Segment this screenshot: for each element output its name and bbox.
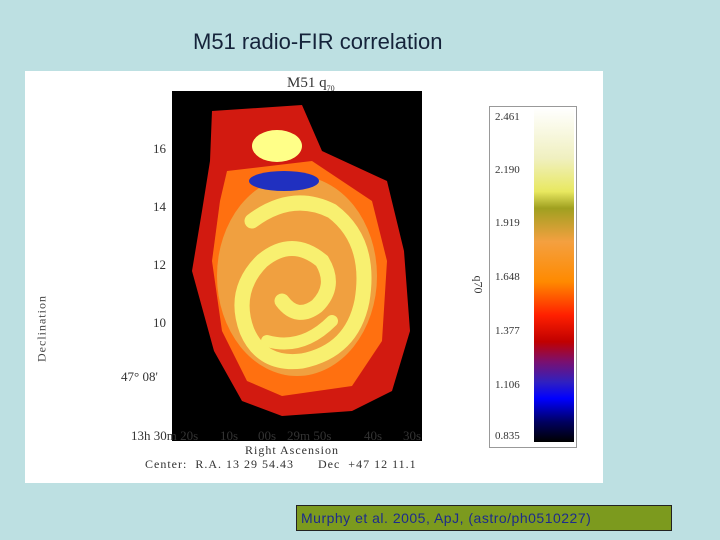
y-axis-label: Declination [34,295,49,362]
colorbar-tick: 1.919 [495,217,520,229]
x-tick: 13h 30m 20s [131,428,199,443]
figure-title-main: M51 [287,75,316,91]
x-axis-label: Right Ascension [245,443,340,457]
y-tick: 14 [153,199,166,214]
colorbar-tick: 2.461 [495,111,520,123]
center-coordinates: Center: R.A. 13 29 54.43 Dec +47 12 11.1 [145,457,417,471]
y-tick: 16 [153,141,166,156]
colorbar-label: q70 [471,275,486,294]
x-tick: 00s [258,428,277,443]
colorbar-tick: 1.106 [495,379,520,391]
y-tick: 10 [153,315,166,330]
x-tick: 30s [403,428,422,443]
y-tick: 12 [153,257,166,272]
colorbar-tick: 0.835 [495,430,520,442]
figure-panel: M51 q70 Declination 16 14 12 10 47° 08' … [25,71,603,483]
x-tick: 40s [364,428,383,443]
colorbar-tick: 1.648 [495,271,520,283]
y-tick: 47° 08' [121,369,158,384]
slide-title: M51 radio-FIR correlation [193,29,443,54]
colorbar [534,108,574,442]
x-tick: 29m 50s [287,428,332,443]
colorbar-tick: 1.377 [495,325,520,337]
figure-title-q: q [319,75,327,91]
x-tick: 10s [220,428,239,443]
citation-box: Murphy et al. 2005, ApJ, (astro/ph051022… [296,505,672,531]
figure-title: M51 q70 [287,75,335,93]
colorbar-tick: 2.190 [495,164,520,176]
figure-title-q-sub: 70 [326,84,335,93]
galaxy-q-map [172,91,422,441]
